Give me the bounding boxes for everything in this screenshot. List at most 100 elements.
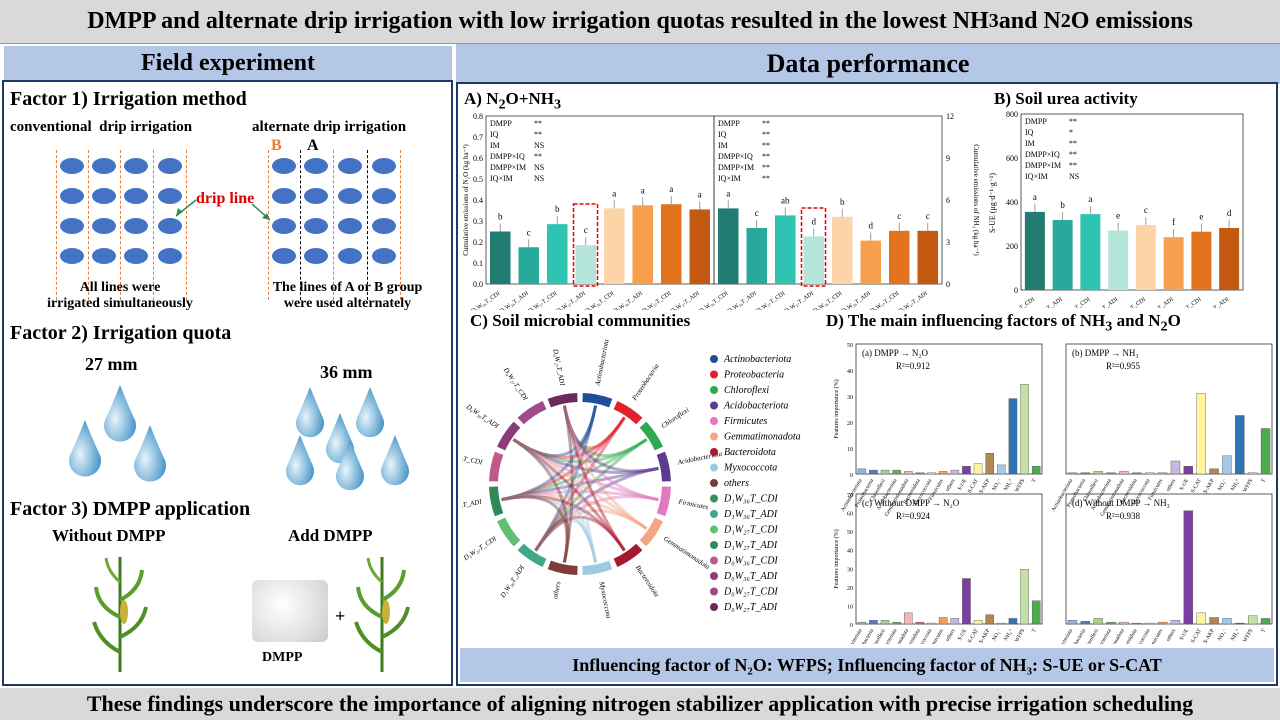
tick-label: 6 <box>946 196 950 205</box>
tick-label: D₁W₂₇T_ADI <box>784 291 815 310</box>
importance-bar <box>1260 428 1271 475</box>
legend-swatch <box>710 432 718 441</box>
chord-link <box>501 495 626 552</box>
chord-link <box>562 405 648 530</box>
tick-label: D₁W₃₆T_CDI <box>699 291 730 310</box>
plant-dot <box>338 158 362 174</box>
tick-label: NO₃⁻ <box>1217 628 1229 642</box>
tick-label: NH₄⁺ <box>1002 477 1014 492</box>
stat-name: DMPP×IQ <box>718 152 753 161</box>
chord-link <box>534 405 598 552</box>
r2-label: R²=0.955 <box>1106 361 1141 371</box>
factor1-heading: Factor 1) Irrigation method <box>10 88 247 110</box>
alt-caption-1: The lines of A or B group <box>272 280 423 295</box>
importance-bar <box>962 578 971 625</box>
stat-name: IM <box>490 141 500 150</box>
tick-label: 200 <box>1006 242 1018 251</box>
importance-bar <box>880 469 890 475</box>
chord-link <box>512 416 626 459</box>
legend-swatch <box>710 525 718 534</box>
legend-label: D₁W₃₆T_CDI <box>723 494 778 505</box>
plant-dot <box>158 188 182 204</box>
tick-label: D₀W₃₆T_CDI <box>585 291 616 310</box>
chord-segment <box>517 543 547 567</box>
conventional-label: conventional drip irrigation <box>10 119 193 135</box>
plant-dot <box>92 158 116 174</box>
chord-link <box>534 438 648 552</box>
tick-label: 30 <box>847 567 853 573</box>
y-axis-label: S-UE (μg·d⁻¹·g⁻¹) <box>988 173 997 233</box>
panel-d-t2: 3 <box>1105 318 1113 335</box>
chord-segment <box>489 451 504 482</box>
bar <box>575 245 597 284</box>
chord-segment <box>517 401 547 425</box>
importance-bar <box>1183 465 1194 475</box>
legend-label: Acidobacteriota <box>723 401 788 412</box>
plant-dot <box>304 188 328 204</box>
footer-conclusion: These findings underscore the importance… <box>0 688 1280 720</box>
tick-label: D₁W₂₇T_ADI <box>556 291 587 310</box>
legend-label: D₀W₂₇T_ADI <box>723 602 778 613</box>
importance-bar <box>1132 472 1142 475</box>
stat-name: IM <box>718 141 728 150</box>
bar <box>1163 237 1184 290</box>
chord-link <box>501 490 659 502</box>
tick-label: 10 <box>847 447 853 453</box>
tick-label: NO₃⁻ <box>991 628 1003 642</box>
importance-bar <box>892 469 901 475</box>
chord-segment <box>547 393 578 408</box>
legend-label: Myxococcota <box>723 463 777 474</box>
importance-bar <box>938 471 948 475</box>
r2-label: R²=0.938 <box>1106 511 1141 521</box>
plant-dot <box>338 248 362 264</box>
y-axis-label: Cumulative emissions of N₂O (kg ha⁻¹) <box>462 144 470 256</box>
importance-bar <box>1144 622 1155 625</box>
plant-dot <box>304 218 328 234</box>
chord-link <box>562 405 598 563</box>
plot-frame <box>713 115 943 285</box>
tick-label: D₀W₃₆T_CDI <box>813 291 844 310</box>
tick-label: D₀W₃₆T_CDI <box>1116 297 1147 308</box>
importance-bar <box>1020 384 1029 475</box>
drip-line <box>120 150 121 300</box>
tick-label: 70 <box>847 493 853 499</box>
tick-label: T <box>1031 477 1038 483</box>
chord-link <box>534 416 626 552</box>
importance-bar <box>915 621 925 625</box>
plot-frame <box>855 343 1043 475</box>
tick-label: 0.8 <box>473 112 483 121</box>
bar <box>831 216 853 284</box>
panel-subtitle: (d) Without DMPP → NH₃ <box>1072 498 1170 508</box>
tick-label: S-UE <box>1179 477 1191 491</box>
page-title: DMPP and alternate drip irrigation with … <box>0 0 1280 44</box>
chord-link <box>562 405 659 473</box>
tick-label: Actinobacteriota <box>1051 628 1075 644</box>
quota-36-label: 36 mm <box>320 362 373 382</box>
segment-label: Gemmatimonadota <box>662 535 711 572</box>
importance-bar <box>904 612 913 625</box>
add-dmpp-label: Add DMPP <box>288 526 373 545</box>
tick-label: S-UE <box>957 477 969 491</box>
tick-label: D₀W₂₇T_CDI <box>642 291 673 310</box>
importance-bar <box>1119 621 1129 625</box>
chord-link <box>562 405 648 458</box>
importance-bar <box>962 465 971 475</box>
tick-label: S-UE <box>957 627 969 641</box>
stat-value: ** <box>762 152 770 161</box>
stat-value: NS <box>1069 172 1079 181</box>
legend-swatch <box>710 370 718 379</box>
alt-caption-2: were used alternately <box>283 296 412 311</box>
tick-label: S-AKP <box>1203 628 1216 644</box>
tick-label: 20 <box>847 586 853 592</box>
bar-letter: a <box>669 184 673 194</box>
tick-label: D₁W₃₆T_CDI <box>1005 297 1036 308</box>
drip-line <box>333 150 334 300</box>
y-axis-label: Features importance (%) <box>833 379 840 438</box>
stat-name: IQ <box>1025 128 1034 137</box>
stat-name: DMPP×IM <box>490 163 526 172</box>
importance-bar <box>950 469 960 475</box>
segment-label: D₀W₂₇T_ADI <box>551 347 566 387</box>
importance-bar <box>880 620 890 625</box>
stat-name: DMPP <box>1025 117 1047 126</box>
importance-bar <box>950 618 960 625</box>
